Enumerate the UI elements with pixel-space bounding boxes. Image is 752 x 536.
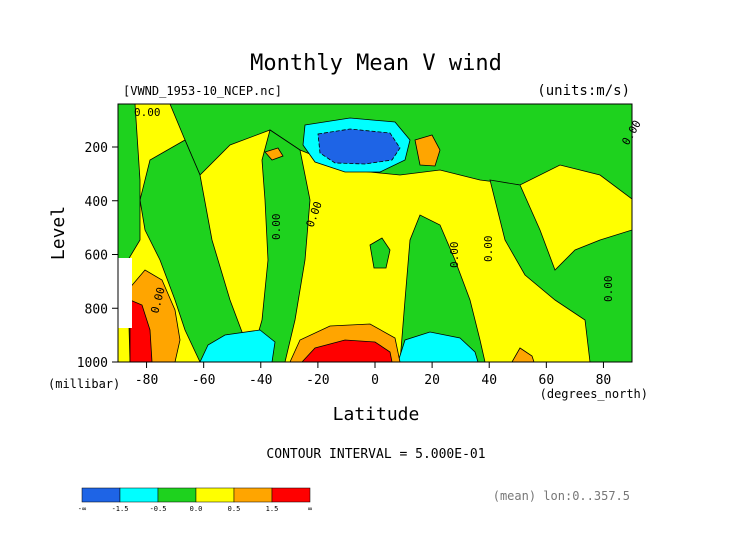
contour-interval: CONTOUR INTERVAL = 5.000E-01 [266,447,485,462]
fill-green-left-column [139,139,249,362]
units-label: (units:m/s) [537,83,630,99]
x-tick-label: 60 [539,373,555,388]
y-tick-label: 200 [85,141,108,156]
colorbar-tick-label: 0.0 [190,505,203,513]
y-tick-label: 800 [85,302,108,317]
fill-missing-antarctic [118,258,132,328]
fill-cyan-surface-south [199,329,276,362]
y-tick-label: 400 [85,195,108,210]
colorbar-tick-label: 0.5 [228,505,241,513]
fill-red-surface-equator [301,339,393,362]
x-tick-label: -60 [192,373,215,388]
colorbar-swatch [81,487,121,503]
x-axis-label: Latitude [333,404,420,425]
fill-green-left-edge [118,104,141,271]
x-tick-label: 40 [481,373,497,388]
fill-orange-surface-50N [511,347,535,362]
chart-title: Monthly Mean V wind [250,51,502,76]
source-label: [VWND_1953-10_NCEP.nc] [123,84,282,98]
fill-green-north-column-1 [399,214,486,362]
x-axis: -80 -60 -40 -20 0 20 40 60 80 [135,362,611,388]
contour-label: 0.00 [134,106,161,119]
fill-green-mid-column [249,129,311,362]
fill-blue-upper-core [317,128,401,165]
fill-orange-upper-small [264,147,284,161]
contour-label: 0.00 [270,214,283,241]
x-axis-units: (degrees_north) [540,387,648,401]
x-tick-label: 80 [596,373,612,388]
x-tick-label: -80 [135,373,158,388]
colorbar-tick-label: 1.5 [266,505,279,513]
colorbar-swatch [157,487,197,503]
fill-cyan-surface-20N [397,331,479,362]
colorbar-tick-label: -0.5 [150,505,167,513]
colorbar-tick-label: ∞ [308,505,312,513]
colorbar: -∞ -1.5 -0.5 0.0 0.5 1.5 ∞ [78,487,312,513]
plot-area [118,104,632,362]
colorbar-tick-label: -1.5 [112,505,129,513]
y-tick-label: 1000 [77,356,108,371]
colorbar-swatch [119,487,159,503]
contour-label: 0.00 [448,242,461,269]
fill-green-equator-blob [369,237,391,269]
fill-orange-upper-20N [414,134,441,167]
colorbar-swatch [271,487,311,503]
y-tick-label: 600 [85,249,108,264]
colorbar-swatch [233,487,273,503]
x-tick-label: 0 [371,373,379,388]
colorbar-tick-label: -∞ [78,505,86,513]
colorbar-swatch [195,487,235,503]
contour-label: 0.00 [482,236,495,263]
x-tick-label: -20 [306,373,329,388]
y-axis-units: (millibar) [48,377,120,391]
x-tick-label: -40 [249,373,272,388]
x-tick-label: 20 [424,373,440,388]
y-axis-label: Level [48,206,69,260]
fill-green-north-column-2 [489,179,632,362]
y-axis: 200 400 600 800 1000 [77,141,118,371]
footer-note: (mean) lon:0..357.5 [493,489,630,503]
contour-label: 0.00 [602,276,615,303]
